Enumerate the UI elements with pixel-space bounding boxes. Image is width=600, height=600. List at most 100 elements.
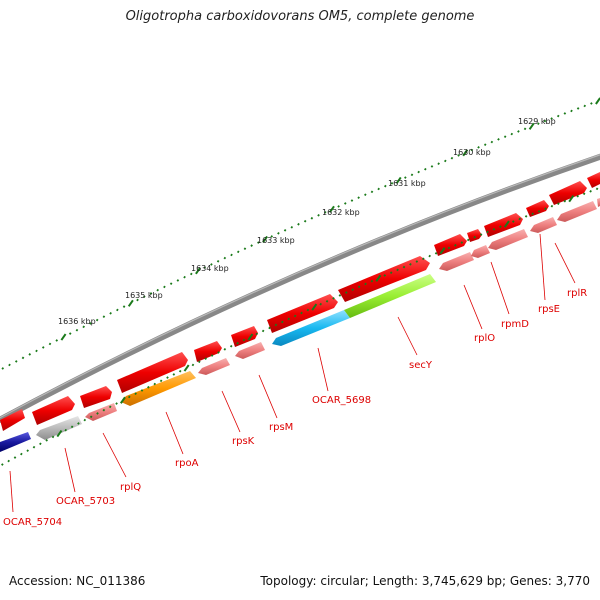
scale-minor-tick [210,354,214,357]
scale-minor-tick [198,360,201,364]
gene-arrow [194,341,222,362]
scale-minor-tick [136,298,139,302]
gene-arrow [80,386,112,408]
scale-major-tick [127,299,134,307]
scale-minor-tick [28,353,32,356]
scale-major-tick [568,195,575,203]
scale-minor-tick [450,156,454,160]
label-connector-line [397,316,418,356]
scale-minor-tick [35,349,38,353]
label-connector-line [165,411,184,455]
scale-minor-tick [523,127,527,131]
gene-rpse [488,229,528,250]
scale-minor-tick [497,138,500,141]
scale-minor-tick [8,363,11,367]
gene-label-rplo: rplO [474,333,495,344]
label-connector-line [539,233,546,301]
scale-minor-tick [424,167,427,171]
scale-minor-tick [300,311,303,315]
scale-minor-tick [51,435,55,439]
scale-minor-tick [317,213,320,217]
scale-minor-tick [499,225,502,229]
scale-minor-tick [287,317,291,321]
scale-minor-tick [595,187,599,191]
gene-rplr [530,217,557,233]
scale-minor-tick [343,202,347,205]
scale-minor-tick [325,299,329,303]
scale-minor-tick [183,275,186,279]
scale-minor-tick [70,425,74,429]
scale-minor-tick [13,456,17,459]
scale-minor-tick [77,422,80,425]
scale-minor-tick [68,332,72,335]
scale-minor-tick [582,192,586,196]
scale-minor-tick [89,322,92,325]
scale-minor-tick [64,428,68,432]
scale-minor-tick [389,271,393,275]
scale-label-1631: 1631 kbp [388,179,426,188]
scale-minor-tick [178,369,182,373]
scale-minor-tick [364,282,367,286]
scale-minor-tick [396,268,399,272]
scale-minor-tick [556,114,560,118]
scale-minor-tick [191,363,195,367]
scale-minor-tick [89,415,93,419]
scale-minor-tick [470,148,474,152]
scale-minor-tick [293,314,297,318]
scale-major-tick [503,220,510,228]
scale-label-1636: 1636 kbp [58,317,96,326]
scale-minor-tick [428,254,431,258]
label-connector-line [64,447,76,493]
scale-minor-tick [210,263,213,266]
gene-label-ocar-5704: OCAR_5704 [3,517,62,528]
scale-minor-tick [447,246,451,250]
scale-minor-tick [109,311,112,315]
scale-minor-tick [517,130,520,133]
scale-minor-tick [45,439,49,442]
scale-minor-tick [576,194,580,198]
scale-minor-tick [115,402,118,405]
scale-minor-tick [261,329,265,333]
scale-minor-tick [283,228,287,232]
label-connector-line [258,374,278,419]
gene-ocar-5703 [36,416,82,440]
scale-minor-tick [122,305,126,308]
scale-major-tick [595,97,600,105]
accession-text: Accession: NC_011386 [9,574,146,588]
scale-minor-tick [230,253,233,257]
scale-minor-tick [20,452,23,456]
gene-ocar-5698 [272,310,350,346]
scale-minor-tick [402,265,406,269]
scale-minor-tick [576,107,580,110]
scale-minor-tick [550,117,553,120]
scale-minor-tick [518,217,522,221]
gene-arrow [557,201,597,222]
gene-arrow [117,352,188,393]
label-connector-line [554,242,576,284]
scale-minor-tick [32,445,36,449]
scale-minor-tick [430,165,434,168]
gene-rpsm [235,342,265,359]
scale-major-tick [120,396,126,404]
gene-arrow [549,181,587,205]
scale-minor-tick [257,241,260,244]
scale-minor-tick [421,257,425,261]
label-connector-line [317,347,329,392]
scale-minor-tick [297,222,300,226]
scale-minor-tick [490,140,494,144]
scale-minor-tick [377,187,380,191]
scale-major-tick [462,149,469,157]
scale-minor-tick [55,339,59,342]
gene-label-ocar-5698: OCAR_5698 [312,395,371,406]
scale-minor-tick [95,318,99,322]
scale-minor-tick [75,328,79,332]
outer-scale-ticks [1,97,600,370]
scale-minor-tick [466,238,470,242]
scale-minor-tick [169,282,173,285]
scale-minor-tick [268,326,271,330]
gene-label-rplq: rplQ [120,482,141,493]
scale-minor-tick [116,308,119,312]
scale-major-tick [375,274,382,282]
gene-arrow [434,234,467,256]
scale-minor-tick [21,356,25,360]
